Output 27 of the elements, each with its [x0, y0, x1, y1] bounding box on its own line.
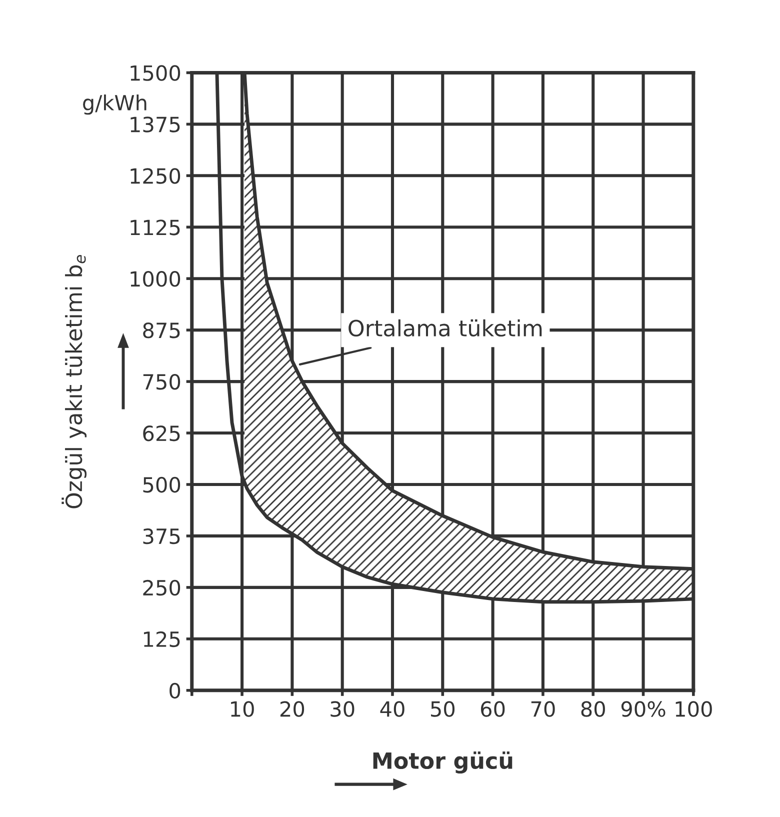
x-tick-label: 60	[481, 701, 505, 717]
x-tick-label: 70	[531, 701, 555, 717]
text: g/kWh	[83, 94, 146, 115]
y-tick-label: 750	[143, 374, 180, 390]
y-tick-label: 250	[143, 580, 180, 596]
x-tick-label: 10	[231, 701, 254, 717]
x-tick-label: 30	[330, 701, 354, 717]
x-tick-label: 20	[280, 701, 304, 717]
y-tick-label: 1125	[130, 220, 180, 236]
y-tick-label: 0	[170, 682, 180, 699]
y-tick-label: 1375	[130, 116, 180, 132]
x-axis-title: Motor gücü	[373, 752, 512, 774]
x-tick-label: 90%	[621, 701, 666, 717]
y-tick-label: 125	[144, 631, 180, 648]
x-tick-label: 80	[581, 701, 605, 717]
x-tick-label: 50	[431, 701, 455, 717]
y-tick-label: 1000	[130, 271, 180, 287]
x-tick-label: 40	[380, 701, 404, 717]
y-tick-label: 375	[143, 528, 180, 544]
y-tick-label: 1500	[130, 65, 180, 81]
y-tick-label: 500	[143, 476, 180, 493]
x-tick-label: 100	[676, 701, 712, 717]
y-tick-label: 875	[143, 322, 180, 338]
y-tick-label: 625	[143, 425, 180, 442]
y-tick-label: 1250	[130, 168, 180, 184]
annotation: Ortalama tüketim	[348, 319, 542, 337]
y-axis-title: Özgül yakıt tüketimi b$_{e}$	[62, 255, 87, 508]
